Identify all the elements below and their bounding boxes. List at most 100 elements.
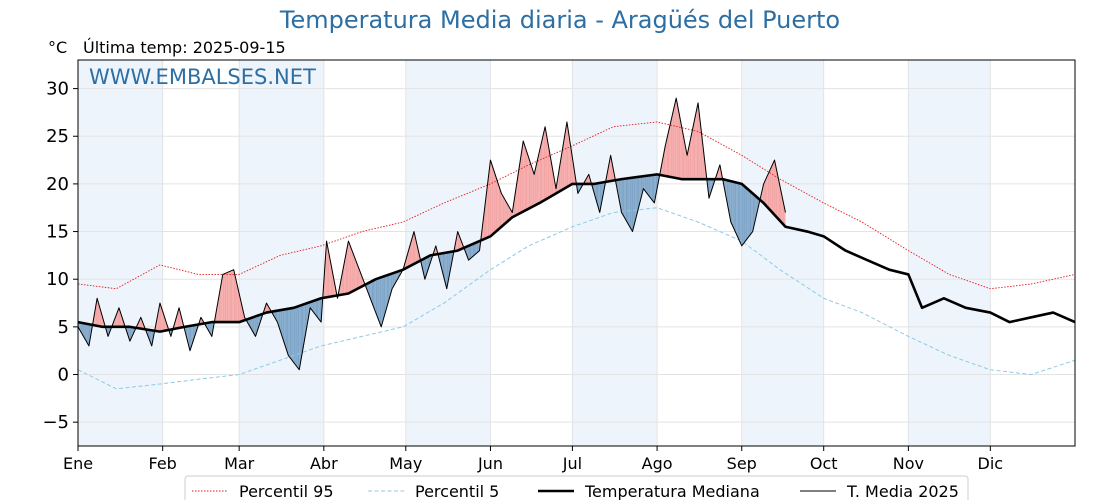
fill-below-median: [286, 308, 289, 356]
fill-above-median: [233, 269, 236, 323]
fill-below-median: [747, 188, 749, 239]
fill-below-median: [621, 178, 623, 215]
fill-below-median: [291, 308, 293, 361]
fill-below-median: [637, 176, 640, 211]
fill-below-median: [439, 253, 442, 268]
fill-below-median: [189, 325, 192, 351]
fill-above-median: [688, 142, 690, 180]
fill-above-median: [225, 272, 227, 323]
fill-below-median: [280, 309, 282, 335]
fill-above-median: [528, 157, 531, 209]
fill-above-median: [550, 157, 552, 197]
fill-above-median: [766, 174, 768, 208]
legend-label: T. Media 2025: [846, 482, 959, 500]
fill-above-median: [457, 231, 460, 251]
fill-above-median: [497, 180, 499, 231]
fill-above-median: [545, 126, 547, 200]
fill-below-median: [288, 308, 290, 358]
fill-above-median: [362, 276, 364, 287]
fill-below-median: [596, 183, 599, 208]
y-tick-label: −5: [42, 412, 69, 433]
fill-above-median: [508, 205, 510, 221]
plot-frame: [77, 59, 1076, 447]
fill-below-median: [299, 305, 301, 370]
x-tick-label: Feb: [149, 454, 177, 473]
fill-below-median: [756, 197, 759, 214]
fill-below-median: [472, 243, 475, 257]
fill-above-median: [220, 282, 222, 323]
fill-above-median: [506, 202, 509, 223]
fill-above-median: [572, 157, 574, 184]
fill-below-median: [732, 181, 734, 228]
fill-above-median: [531, 166, 533, 208]
fill-above-median: [677, 105, 679, 179]
fill-above-median: [411, 236, 413, 266]
fill-above-median: [117, 307, 119, 327]
fill-below-median: [315, 299, 318, 317]
fill-below-median: [188, 325, 190, 351]
fill-above-median: [456, 231, 458, 251]
fill-above-median: [543, 126, 546, 201]
fill-below-median: [88, 324, 91, 346]
fill-below-median: [388, 274, 390, 304]
month-band: [239, 60, 324, 446]
fill-above-median: [691, 129, 693, 180]
fill-above-median: [698, 102, 700, 180]
fill-above-median: [569, 139, 572, 186]
fill-above-median: [180, 313, 182, 328]
fill-above-median: [770, 166, 772, 212]
fill-below-median: [624, 178, 626, 220]
fill-below-median: [734, 182, 737, 234]
fill-below-median: [651, 174, 653, 202]
chart-title: Temperatura Media diaria - Aragüés del P…: [279, 6, 841, 34]
fill-below-median: [209, 322, 211, 335]
fill-below-median: [293, 307, 296, 365]
fill-above-median: [229, 270, 231, 323]
fill-above-median: [502, 195, 505, 226]
fill-above-median: [536, 156, 539, 205]
fill-above-median: [668, 127, 670, 177]
fill-above-median: [138, 320, 140, 329]
fill-below-median: [636, 176, 638, 216]
legend-box: [184, 475, 969, 500]
fill-below-median: [754, 194, 756, 226]
fill-above-median: [607, 162, 610, 182]
fill-below-median: [314, 300, 316, 315]
fill-above-median: [118, 307, 121, 327]
fill-above-median: [239, 293, 241, 323]
fill-below-median: [647, 175, 649, 196]
x-tick-label: Jul: [562, 454, 582, 473]
fill-above-median: [540, 138, 543, 203]
legend-label: Percentil 95: [239, 482, 334, 500]
fill-below-median: [386, 274, 389, 308]
fill-below-median: [87, 323, 89, 346]
fill-above-median: [487, 171, 490, 238]
fill-below-median: [383, 275, 386, 318]
fill-above-median: [355, 258, 357, 290]
fill-above-median: [162, 311, 165, 332]
fill-below-median: [708, 179, 711, 199]
fill-above-median: [498, 185, 501, 230]
fill-above-median: [535, 162, 537, 206]
fill-below-median: [476, 241, 479, 253]
y-tick-label: 0: [58, 365, 69, 386]
fill-above-median: [232, 269, 234, 323]
x-tick-label: Sep: [727, 454, 757, 473]
fill-above-median: [673, 104, 675, 178]
fill-below-median: [475, 242, 477, 255]
fill-below-median: [652, 174, 655, 203]
fill-below-median: [317, 299, 319, 319]
fill-above-median: [327, 248, 330, 298]
fill-below-median: [185, 326, 188, 340]
fill-above-median: [333, 276, 335, 297]
fill-below-median: [474, 242, 476, 256]
fill-below-median: [84, 323, 87, 342]
fill-above-median: [666, 133, 669, 177]
fill-below-median: [392, 273, 394, 289]
fill-above-median: [687, 148, 689, 180]
fill-below-median: [311, 301, 313, 312]
fill-above-median: [326, 241, 328, 298]
month-band: [78, 60, 163, 446]
x-tick-label: Dic: [978, 454, 1004, 473]
fill-below-median: [278, 310, 281, 331]
